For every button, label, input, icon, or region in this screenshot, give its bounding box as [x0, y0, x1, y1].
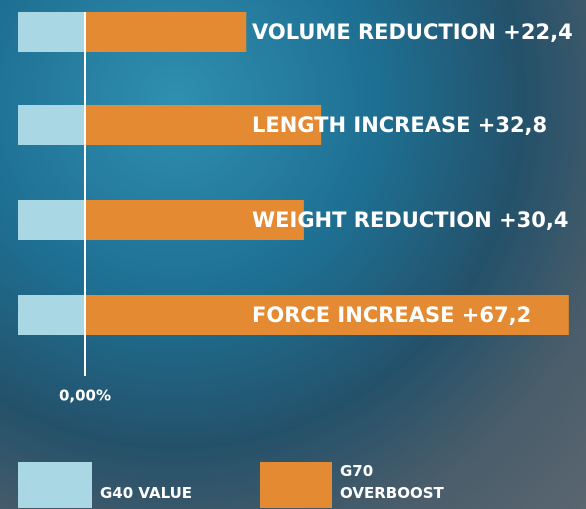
bar [18, 12, 85, 52]
bar [18, 105, 85, 145]
category-label: WEIGHT REDUCTION [252, 208, 492, 232]
bar-label: VOLUME REDUCTION +22,4 [252, 20, 573, 44]
bar [18, 200, 85, 240]
bar-label: WEIGHT REDUCTION +30,4 [252, 208, 568, 232]
bar [85, 12, 246, 52]
value-label: +22,4 [503, 20, 572, 44]
page: VOLUME REDUCTION +22,4 LENGTH INCREASE +3… [0, 0, 586, 509]
legend-swatch [260, 462, 332, 508]
legend-swatch [18, 462, 92, 508]
category-label: FORCE INCREASE [252, 303, 454, 327]
legend-label: G70 OVERBOOST [340, 460, 450, 504]
bar [18, 295, 85, 335]
bar-label: FORCE INCREASE +67,2 [252, 303, 531, 327]
x-tick-label: 0,00% [59, 387, 111, 405]
value-label: +30,4 [499, 208, 568, 232]
bar-label: LENGTH INCREASE +32,8 [252, 113, 547, 137]
value-label: +32,8 [478, 113, 547, 137]
value-label: +67,2 [462, 303, 531, 327]
chart: VOLUME REDUCTION +22,4 LENGTH INCREASE +3… [0, 0, 586, 509]
category-label: VOLUME REDUCTION [252, 20, 496, 44]
category-label: LENGTH INCREASE [252, 113, 470, 137]
legend-label: G40 VALUE [100, 482, 192, 504]
